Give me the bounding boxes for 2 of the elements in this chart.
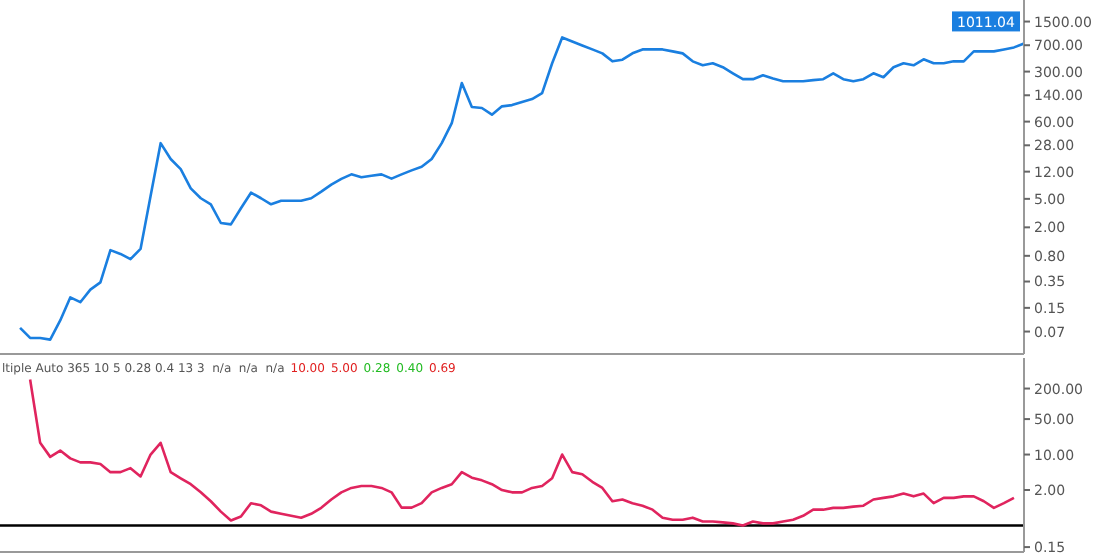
line-series (28, 378, 1016, 527)
line-series (18, 36, 1026, 341)
